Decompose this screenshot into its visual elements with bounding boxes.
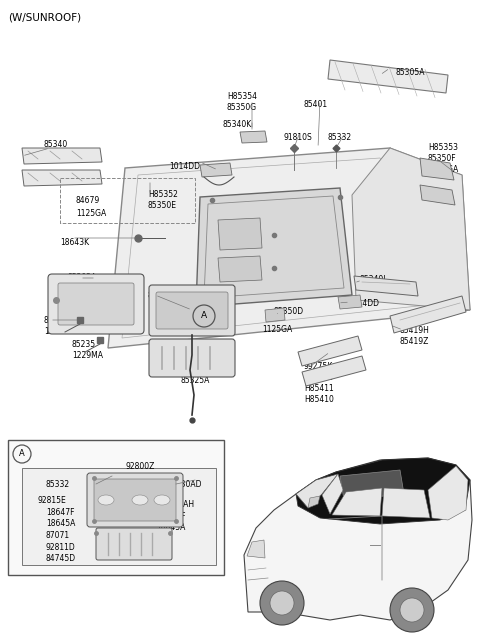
Text: A: A [201,312,207,321]
Text: H85353: H85353 [428,143,458,152]
Polygon shape [428,466,468,520]
Polygon shape [332,488,382,516]
Circle shape [270,591,294,615]
Polygon shape [218,256,262,282]
Text: 1229MA: 1229MA [72,351,103,360]
Text: 85419Z: 85419Z [400,337,430,346]
Polygon shape [322,474,343,514]
Text: 85332: 85332 [328,133,352,142]
FancyBboxPatch shape [149,339,235,377]
Bar [8,440,224,575]
Polygon shape [308,496,320,508]
Text: 1014DD: 1014DD [169,162,200,171]
Polygon shape [420,158,454,180]
Ellipse shape [154,495,170,505]
Text: 1125GA: 1125GA [428,165,458,174]
Polygon shape [265,308,285,322]
Polygon shape [247,540,265,558]
Polygon shape [196,188,352,307]
FancyBboxPatch shape [156,292,228,329]
Text: 85419H: 85419H [400,326,430,335]
Text: 91810S: 91810S [284,133,312,142]
Polygon shape [338,295,362,309]
Text: 87071: 87071 [46,531,70,540]
Polygon shape [22,148,102,164]
Text: H85354: H85354 [227,92,257,101]
Text: 92811D: 92811D [46,543,76,552]
Text: 92800Z: 92800Z [125,462,155,471]
Bar [22,468,216,565]
Polygon shape [390,296,466,333]
Text: 18647F: 18647F [46,508,74,517]
Text: 85325A: 85325A [180,376,210,385]
Text: 1014DD: 1014DD [348,299,379,308]
FancyBboxPatch shape [58,283,134,325]
FancyBboxPatch shape [48,274,144,334]
Text: A: A [19,450,25,459]
Polygon shape [200,163,232,177]
Text: 85305A: 85305A [395,68,424,77]
Text: 85340: 85340 [44,140,68,149]
Polygon shape [298,336,362,366]
Circle shape [260,581,304,625]
FancyBboxPatch shape [96,528,172,560]
Text: 84745D: 84745D [46,554,76,563]
Text: 18645A: 18645A [156,523,186,532]
Polygon shape [382,488,430,518]
Polygon shape [354,276,418,296]
Text: 85350F: 85350F [428,154,456,163]
Polygon shape [296,458,470,524]
Text: 85401: 85401 [304,100,328,109]
Text: 1125GA: 1125GA [262,325,292,334]
Ellipse shape [132,495,148,505]
Text: 92815E: 92815E [38,496,67,505]
Polygon shape [296,474,338,508]
FancyBboxPatch shape [149,285,235,336]
Text: 1220AH: 1220AH [164,500,194,509]
Polygon shape [108,148,470,348]
Text: 18645A: 18645A [46,519,75,528]
Polygon shape [244,458,472,620]
Polygon shape [390,148,470,310]
Text: H85352: H85352 [148,190,178,199]
Polygon shape [240,131,267,143]
Circle shape [400,598,424,622]
Text: 99275K: 99275K [304,362,333,371]
Text: 85202A: 85202A [68,273,97,282]
Text: 85201A: 85201A [148,291,177,300]
Polygon shape [328,60,448,93]
Polygon shape [218,218,262,250]
Text: 18643K: 18643K [60,238,89,247]
Text: (W/SUNROOF): (W/SUNROOF) [8,12,81,22]
Text: 18647F: 18647F [157,512,186,521]
Text: 85350D: 85350D [274,307,304,316]
Text: 85340J: 85340J [360,275,386,284]
Polygon shape [302,356,366,386]
Text: 85340K: 85340K [222,120,252,129]
Text: H85410: H85410 [304,395,334,404]
Circle shape [390,588,434,632]
Polygon shape [352,148,470,310]
Polygon shape [420,185,455,205]
FancyBboxPatch shape [87,473,183,527]
Text: 85350G: 85350G [227,103,257,112]
Text: 85350E: 85350E [148,201,177,210]
Text: 99276K: 99276K [304,373,333,382]
Text: 1229MA: 1229MA [44,327,75,336]
Text: H85411: H85411 [304,384,334,393]
Polygon shape [340,470,404,500]
FancyBboxPatch shape [94,479,176,521]
Text: 1125GA: 1125GA [76,209,106,218]
Ellipse shape [98,495,114,505]
Text: 85235: 85235 [44,316,68,325]
Text: 85235: 85235 [72,340,96,349]
Polygon shape [22,170,102,186]
Text: 1030AD: 1030AD [171,480,202,489]
Text: 84679: 84679 [76,196,100,205]
Text: 85332: 85332 [46,480,70,489]
Bar [60,178,195,223]
